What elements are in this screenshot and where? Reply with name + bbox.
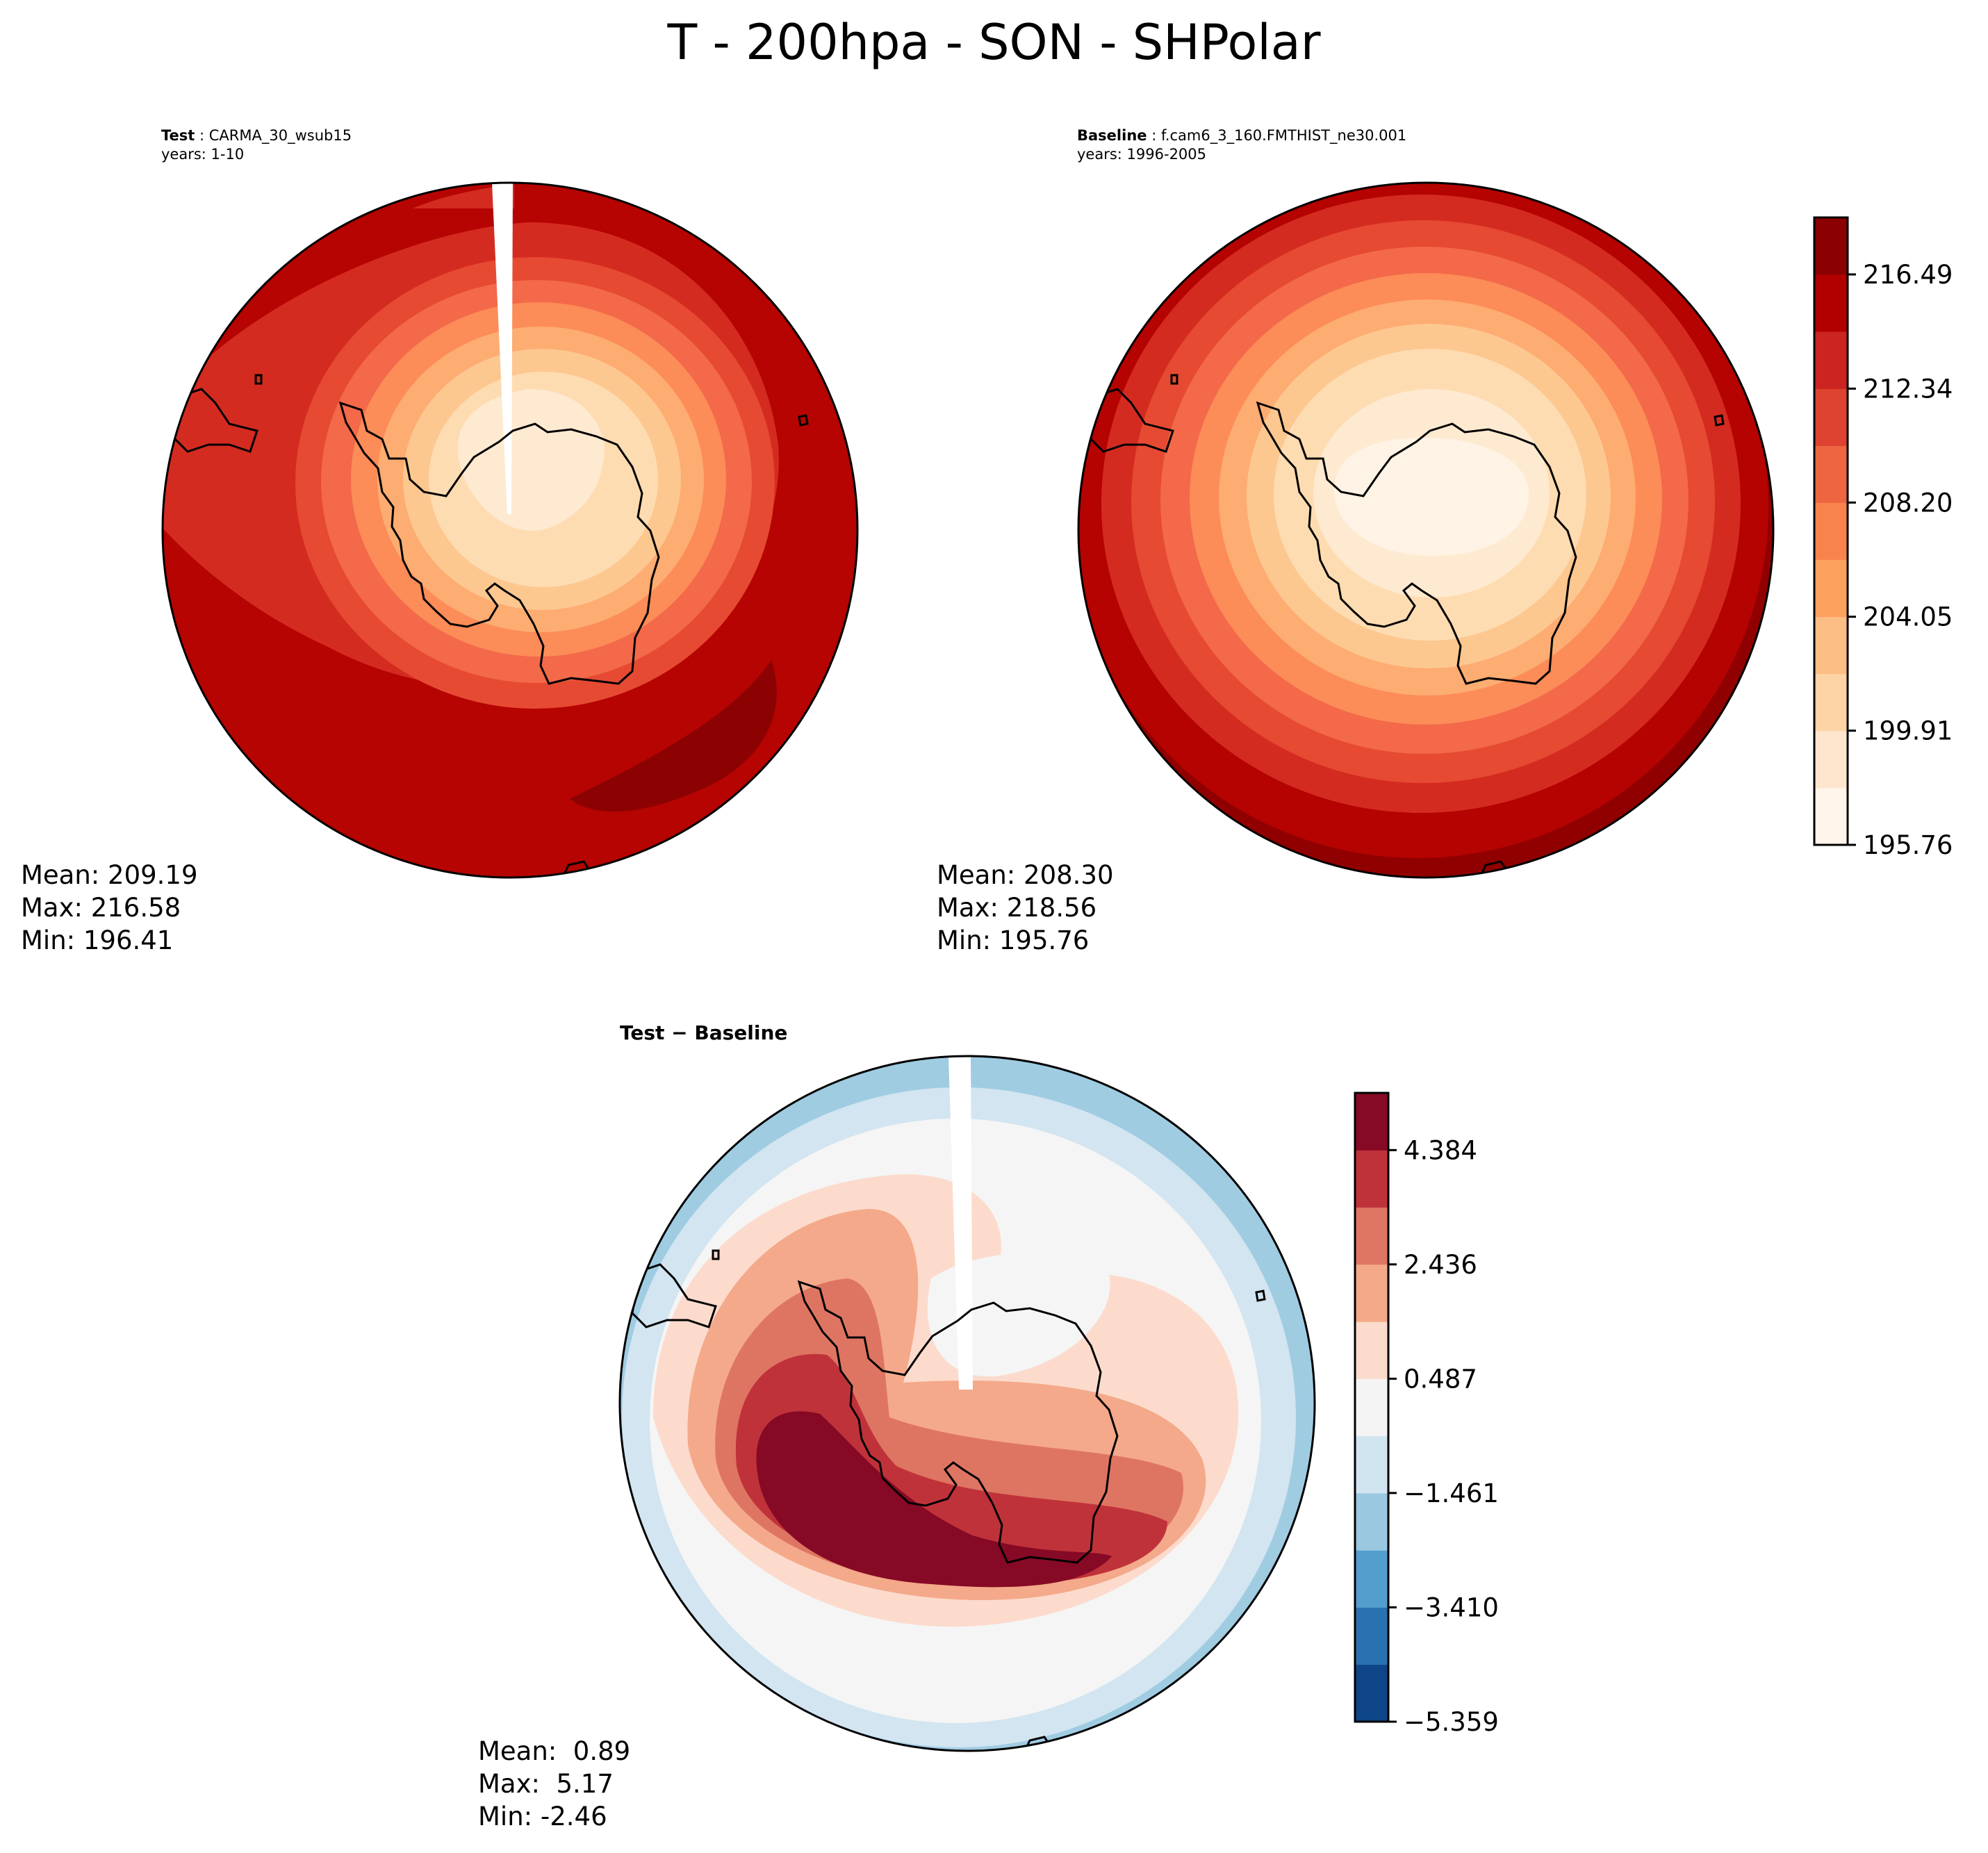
abs-colorbar-segment: [1814, 331, 1848, 389]
absolute-colorbar: 195.76 199.91 204.05 208.20 212.34 216.49: [1813, 216, 1953, 860]
abs-colorbar-segment: [1814, 502, 1848, 560]
diff-colorbar-segment: [1355, 1264, 1388, 1322]
diff-colorbar-segment: [1355, 1150, 1388, 1208]
test-label: Test: [161, 127, 195, 144]
abs-colorbar-segment: [1814, 217, 1848, 275]
test-min: Min: 196.41: [21, 925, 174, 955]
baseline-min: Min: 195.76: [937, 925, 1090, 955]
diff-panel-title: Test − Baseline: [620, 1021, 788, 1044]
abs-colorbar-tick-label: 204.05: [1863, 602, 1953, 632]
diff-colorbar-segment: [1355, 1378, 1388, 1437]
abs-colorbar-segment: [1814, 559, 1848, 618]
test-mean: Mean: 209.19: [21, 860, 198, 890]
diff-colorbar-segment: [1355, 1607, 1388, 1665]
diff-colorbar-tick-label: −3.410: [1404, 1592, 1499, 1622]
figure-title: T - 200hpa - SON - SHPolar: [667, 14, 1321, 71]
baseline-case-name: f.cam6_3_160.FMTHIST_ne30.001: [1160, 127, 1407, 144]
diff-colorbar-segment: [1355, 1093, 1388, 1151]
abs-colorbar-tick-label: 208.20: [1863, 488, 1953, 518]
baseline-label: Baseline: [1077, 127, 1147, 144]
diff-colorbar-tick-label: −1.461: [1404, 1479, 1499, 1508]
diff-colorbar-tick-label: −5.359: [1404, 1707, 1499, 1737]
diff-colorbar-tick-label: 2.436: [1404, 1250, 1477, 1280]
diff-colorbar-segment: [1355, 1435, 1388, 1494]
diff-colorbar-segment: [1355, 1321, 1388, 1379]
diff-stats: Mean: 0.89 Max: 5.17 Min: -2.46: [478, 1735, 630, 1833]
diff-colorbar-segment: [1355, 1492, 1388, 1551]
difference-map: [618, 1055, 1316, 1752]
abs-colorbar-segment: [1814, 788, 1848, 846]
diff-colorbar-tick-label: 4.384: [1404, 1135, 1477, 1165]
difference-colorbar: −5.359 −3.410 −1.461 0.487 2.436 4.384: [1354, 1092, 1499, 1737]
diff-colorbar-segment: [1355, 1664, 1388, 1722]
baseline-stats: Mean: 208.30 Max: 218.56 Min: 195.76: [937, 859, 1114, 957]
abs-colorbar-segment: [1814, 730, 1848, 789]
test-years: years: 1-10: [161, 146, 245, 163]
test-panel-title: Test : CARMA_30_wsub15 years: 1-10: [161, 127, 352, 163]
abs-colorbar-tick-label: 216.49: [1863, 260, 1953, 290]
baseline-years: years: 1996-2005: [1077, 146, 1207, 163]
baseline-max: Max: 218.56: [937, 893, 1097, 923]
diff-colorbar-segment: [1355, 1207, 1388, 1265]
test-stats: Mean: 209.19 Max: 216.58 Min: 196.41: [21, 859, 198, 957]
abs-colorbar-segment: [1814, 274, 1848, 332]
test-max: Max: 216.58: [21, 893, 181, 923]
abs-colorbar-segment: [1814, 445, 1848, 503]
diff-max: Max: 5.17: [478, 1769, 614, 1799]
baseline-panel-title: Baseline : f.cam6_3_160.FMTHIST_ne30.001…: [1077, 127, 1407, 163]
diff-colorbar-segment: [1355, 1550, 1388, 1608]
test-case-name: CARMA_30_wsub15: [208, 127, 352, 144]
baseline-map: [1077, 181, 1775, 879]
abs-colorbar-segment: [1814, 616, 1848, 675]
test-map: [161, 181, 859, 879]
abs-colorbar-tick-label: 212.34: [1863, 374, 1953, 404]
abs-colorbar-tick-label: 195.76: [1863, 830, 1953, 860]
abs-colorbar-tick-label: 199.91: [1863, 716, 1953, 746]
abs-colorbar-segment: [1814, 388, 1848, 446]
diff-mean: Mean: 0.89: [478, 1736, 631, 1766]
abs-colorbar-frame: [1813, 216, 1849, 846]
diff-min: Min: -2.46: [478, 1802, 607, 1831]
abs-colorbar-segment: [1814, 673, 1848, 732]
diff-colorbar-tick-label: 0.487: [1404, 1364, 1477, 1394]
baseline-mean: Mean: 208.30: [937, 860, 1114, 890]
diff-colorbar-frame: [1354, 1092, 1390, 1723]
